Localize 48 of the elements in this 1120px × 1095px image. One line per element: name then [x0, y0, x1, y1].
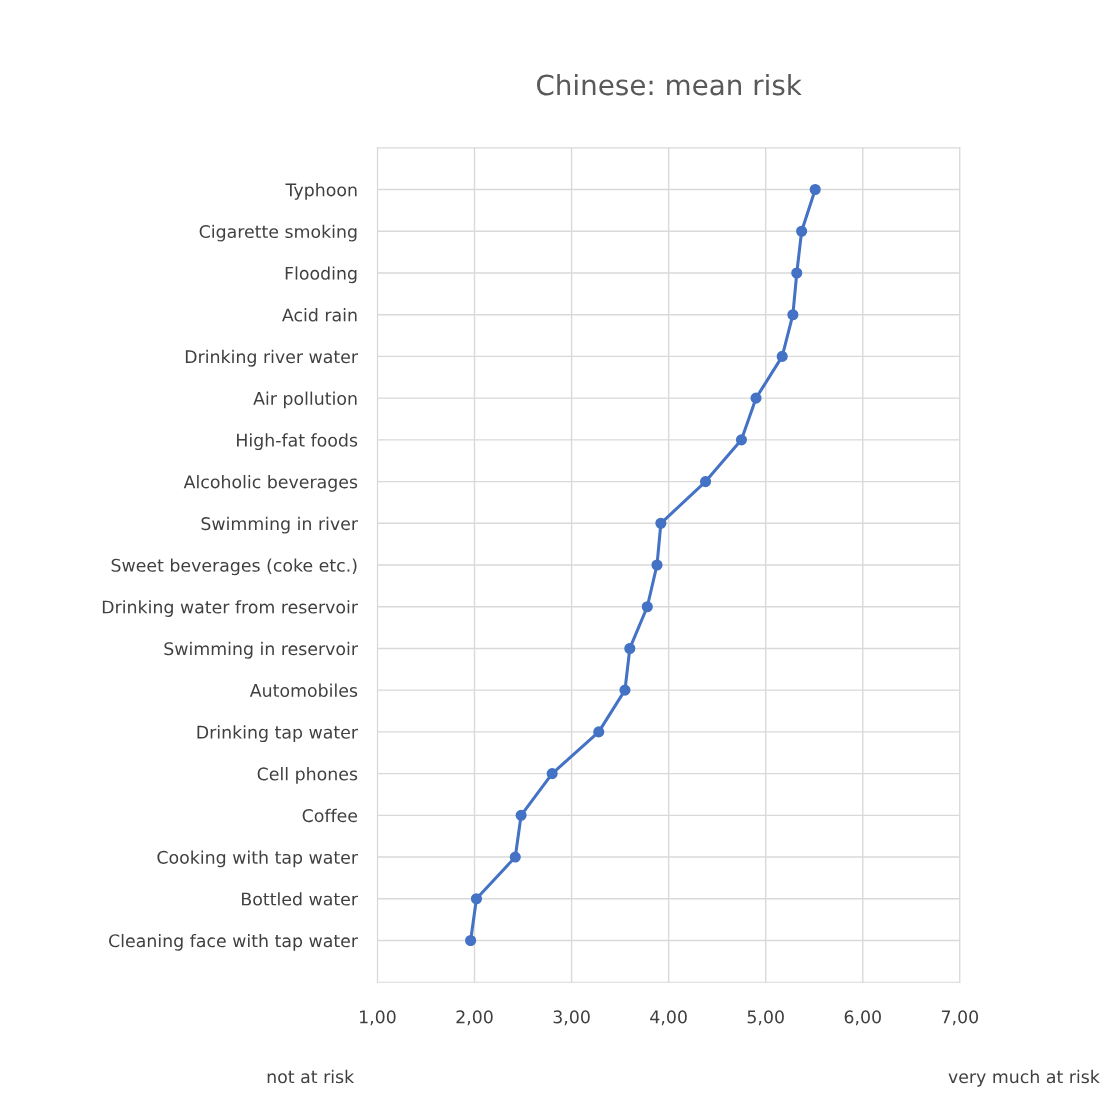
point: [470, 893, 483, 905]
point: [699, 476, 712, 488]
text: not at risk: [267, 1069, 355, 1084]
y-tick-label: Acid rain: [282, 308, 357, 322]
point: [791, 267, 803, 279]
point: [651, 559, 663, 571]
y-tick-label: Drinking river water: [185, 349, 358, 367]
x-tick-label: 7,00: [941, 1010, 979, 1026]
y-tick-label: Air pollution: [253, 391, 357, 409]
y-tick-label: Sweet beverages (coke etc.): [111, 558, 357, 576]
x-tick-label: 2,00: [456, 1010, 493, 1026]
point: [641, 601, 653, 613]
x-tick-label: 1,00: [360, 1010, 396, 1026]
point: [515, 809, 527, 821]
point: [735, 434, 747, 446]
point: [776, 350, 788, 362]
y-tick-label: Cooking with tap water: [157, 850, 358, 868]
point: [465, 934, 477, 947]
y-tick-label: Drinking tap water: [197, 725, 358, 743]
point: [624, 642, 636, 655]
y-tick-label: Swimming in river: [201, 516, 358, 534]
y-tick-label: High-fat foods: [237, 433, 358, 451]
x-tick-label: 3,00: [553, 1010, 590, 1026]
y-tick-label: Automobiles: [249, 683, 358, 698]
y-tick-label: Alcoholic beverages: [183, 474, 358, 492]
point: [796, 225, 808, 237]
x-tick-label: 6,00: [844, 1010, 881, 1026]
point: [509, 851, 521, 863]
x-tick-label: 4,00: [650, 1010, 687, 1026]
y-tick-label: Flooding: [285, 266, 357, 284]
point: [750, 392, 762, 404]
y-tick-label: Coffee: [302, 808, 358, 823]
y-tick-label: Typhoon: [285, 182, 357, 200]
point: [655, 517, 667, 529]
y-tick-label: Bottled water: [242, 892, 358, 906]
x-tick-label: 5,00: [747, 1010, 784, 1026]
text: very much at risk: [948, 1069, 1100, 1087]
y-tick-label: Drinking water from reservoir: [102, 600, 358, 617]
y-tick-label: Cell phones: [257, 767, 358, 784]
y-tick-label: Swimming in reservoir: [164, 641, 358, 659]
point: [546, 768, 558, 780]
point: [809, 183, 821, 196]
point: [619, 684, 631, 696]
y-tick-label: Cigarette smoking: [199, 224, 357, 242]
point: [593, 726, 605, 738]
y-tick-label: Cleaning face with tap water: [109, 933, 358, 951]
point: [787, 309, 799, 321]
chart-title: Chinese: mean risk: [536, 73, 802, 96]
